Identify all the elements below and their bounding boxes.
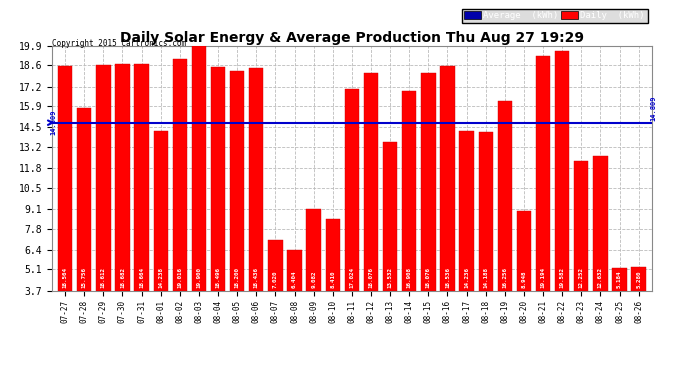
Bar (536, 56, 550, 291)
Text: 18.682: 18.682 (120, 267, 125, 288)
Text: 18.076: 18.076 (368, 267, 373, 288)
Bar (306, 209, 321, 291)
Bar (421, 74, 435, 291)
Bar (593, 156, 608, 291)
Bar (631, 267, 646, 291)
Bar (96, 65, 110, 291)
Bar (154, 131, 168, 291)
Bar (497, 101, 512, 291)
Bar (230, 72, 244, 291)
Text: 15.756: 15.756 (81, 267, 87, 288)
Bar (440, 66, 455, 291)
Bar (192, 46, 206, 291)
Bar (58, 66, 72, 291)
Bar (402, 91, 417, 291)
Text: 9.082: 9.082 (311, 271, 316, 288)
Bar (287, 250, 302, 291)
Bar (613, 268, 627, 291)
Text: 13.532: 13.532 (388, 267, 393, 288)
Text: 7.020: 7.020 (273, 271, 278, 288)
Text: 12.252: 12.252 (579, 267, 584, 288)
Text: 19.194: 19.194 (540, 267, 546, 288)
Bar (574, 161, 589, 291)
Text: 18.664: 18.664 (139, 267, 144, 288)
Bar (115, 64, 130, 291)
Text: 18.612: 18.612 (101, 267, 106, 288)
Bar (517, 211, 531, 291)
Text: 12.632: 12.632 (598, 267, 603, 288)
Text: 14.238: 14.238 (158, 267, 164, 288)
Text: 18.200: 18.200 (235, 267, 239, 288)
Bar (268, 240, 283, 291)
Text: 18.076: 18.076 (426, 267, 431, 288)
Bar (249, 68, 264, 291)
Text: 18.564: 18.564 (63, 267, 68, 288)
Text: 17.024: 17.024 (349, 267, 355, 288)
Text: Copyright 2015 Cartronics.com: Copyright 2015 Cartronics.com (52, 39, 186, 48)
Bar (326, 219, 340, 291)
Text: 16.256: 16.256 (502, 267, 507, 288)
Text: 6.404: 6.404 (292, 271, 297, 288)
Text: 8.410: 8.410 (331, 271, 335, 288)
Text: 18.496: 18.496 (215, 267, 221, 288)
Text: 14.236: 14.236 (464, 267, 469, 288)
Bar (211, 67, 225, 291)
Bar (345, 89, 359, 291)
Bar (383, 142, 397, 291)
Title: Daily Solar Energy & Average Production Thu Aug 27 19:29: Daily Solar Energy & Average Production … (120, 31, 584, 45)
Text: 19.016: 19.016 (177, 267, 182, 288)
Bar (364, 74, 378, 291)
Text: 5.280: 5.280 (636, 271, 641, 288)
Text: 18.536: 18.536 (445, 267, 450, 288)
Bar (555, 51, 569, 291)
Text: 19.900: 19.900 (197, 267, 201, 288)
Text: 14.809: 14.809 (50, 110, 57, 135)
Text: 19.582: 19.582 (560, 267, 564, 288)
Text: 8.948: 8.948 (522, 271, 526, 288)
Text: 14.188: 14.188 (483, 267, 489, 288)
Legend: Average  (kWh), Daily  (kWh): Average (kWh), Daily (kWh) (462, 9, 647, 23)
Text: 16.908: 16.908 (406, 267, 412, 288)
Bar (460, 131, 474, 291)
Text: 14.809: 14.809 (650, 96, 656, 121)
Bar (172, 59, 187, 291)
Bar (77, 108, 91, 291)
Bar (479, 132, 493, 291)
Text: 18.436: 18.436 (254, 267, 259, 288)
Text: 5.184: 5.184 (617, 271, 622, 288)
Bar (135, 64, 149, 291)
